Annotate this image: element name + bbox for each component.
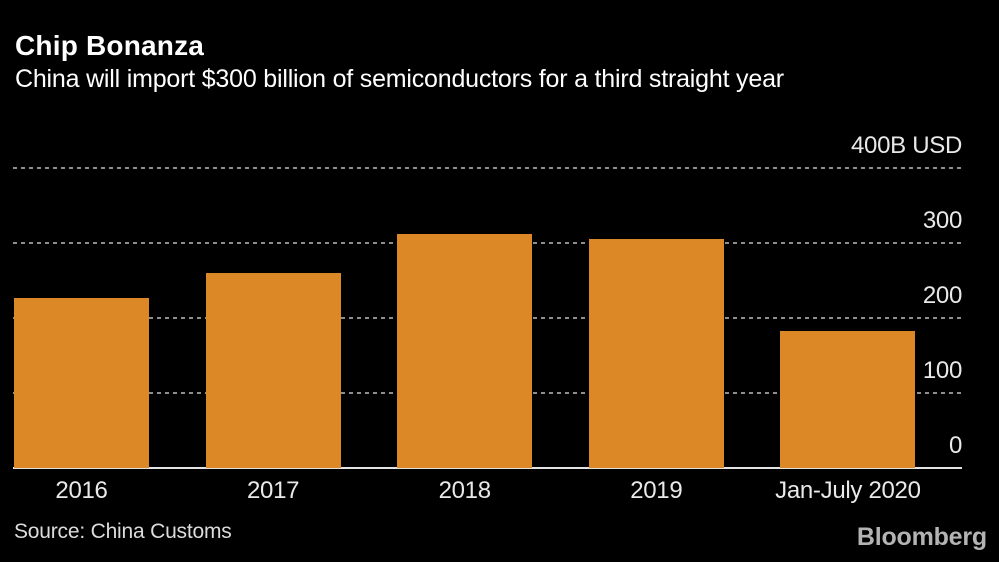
chart-title: Chip Bonanza xyxy=(15,30,205,61)
chart-subtitle: China will import $300 billion of semico… xyxy=(15,65,784,93)
bar-2018 xyxy=(397,234,533,468)
source-note: Source: China Customs xyxy=(14,520,232,543)
x-tick-label-2019: 2019 xyxy=(630,477,683,504)
bar-jan-july-2020 xyxy=(780,330,916,468)
bloomberg-logo: Bloomberg xyxy=(856,523,987,551)
x-tick-label-2018: 2018 xyxy=(438,477,492,504)
x-tick-label-2017: 2017 xyxy=(246,477,300,504)
bar-2019 xyxy=(588,238,724,468)
bar-2016 xyxy=(14,297,149,468)
y-tick-label-0: 0 xyxy=(948,432,962,459)
gridline-400 xyxy=(13,167,962,169)
bar-2017 xyxy=(205,273,341,468)
x-tick-label-jan-july-2020: Jan-July 2020 xyxy=(775,477,921,504)
y-tick-label-300: 300 xyxy=(922,207,962,234)
y-tick-label-200: 200 xyxy=(922,282,962,309)
x-axis-baseline xyxy=(13,467,962,469)
x-tick-label-2016: 2016 xyxy=(55,477,108,504)
y-tick-label-100: 100 xyxy=(922,357,962,384)
y-tick-label-400: 400B USD xyxy=(851,132,962,159)
